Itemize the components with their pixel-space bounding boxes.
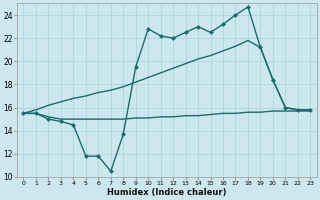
X-axis label: Humidex (Indice chaleur): Humidex (Indice chaleur) bbox=[107, 188, 227, 197]
